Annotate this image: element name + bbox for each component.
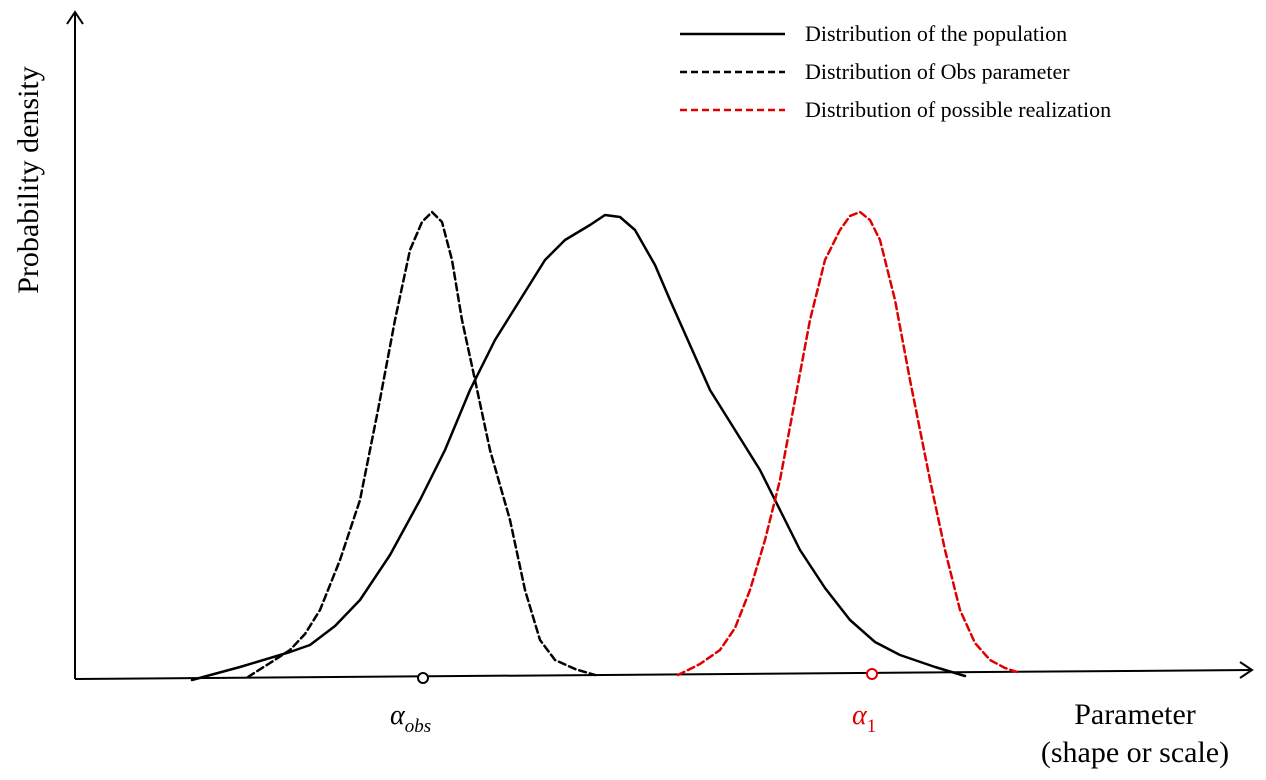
legend-label: Distribution of the population [805, 21, 1067, 46]
axes [66, 10, 1254, 680]
realization-label: α1 [852, 700, 876, 737]
obs-marker [417, 672, 429, 684]
x-axis [74, 669, 1253, 680]
x-axis-label: Parameter [1074, 698, 1196, 731]
legend: Distribution of the population Distribut… [680, 21, 1111, 122]
realization-marker [866, 668, 878, 680]
y-axis-label: Probability density [12, 66, 45, 294]
y-arrow [66, 10, 84, 25]
subscript: 1 [867, 716, 877, 737]
subscript: obs [405, 716, 431, 737]
legend-label: Distribution of Obs parameter [805, 59, 1070, 84]
symbol: α [390, 700, 406, 731]
population-curve [190, 213, 967, 682]
x-arrow [1239, 661, 1254, 679]
x-axis-label: (shape or scale) [1041, 736, 1229, 769]
obs-label: αobs [390, 700, 431, 737]
obs-curve [246, 210, 597, 679]
legend-label: Distribution of possible realization [805, 97, 1111, 122]
symbol: α [852, 700, 868, 731]
realization-curve [676, 210, 1022, 677]
